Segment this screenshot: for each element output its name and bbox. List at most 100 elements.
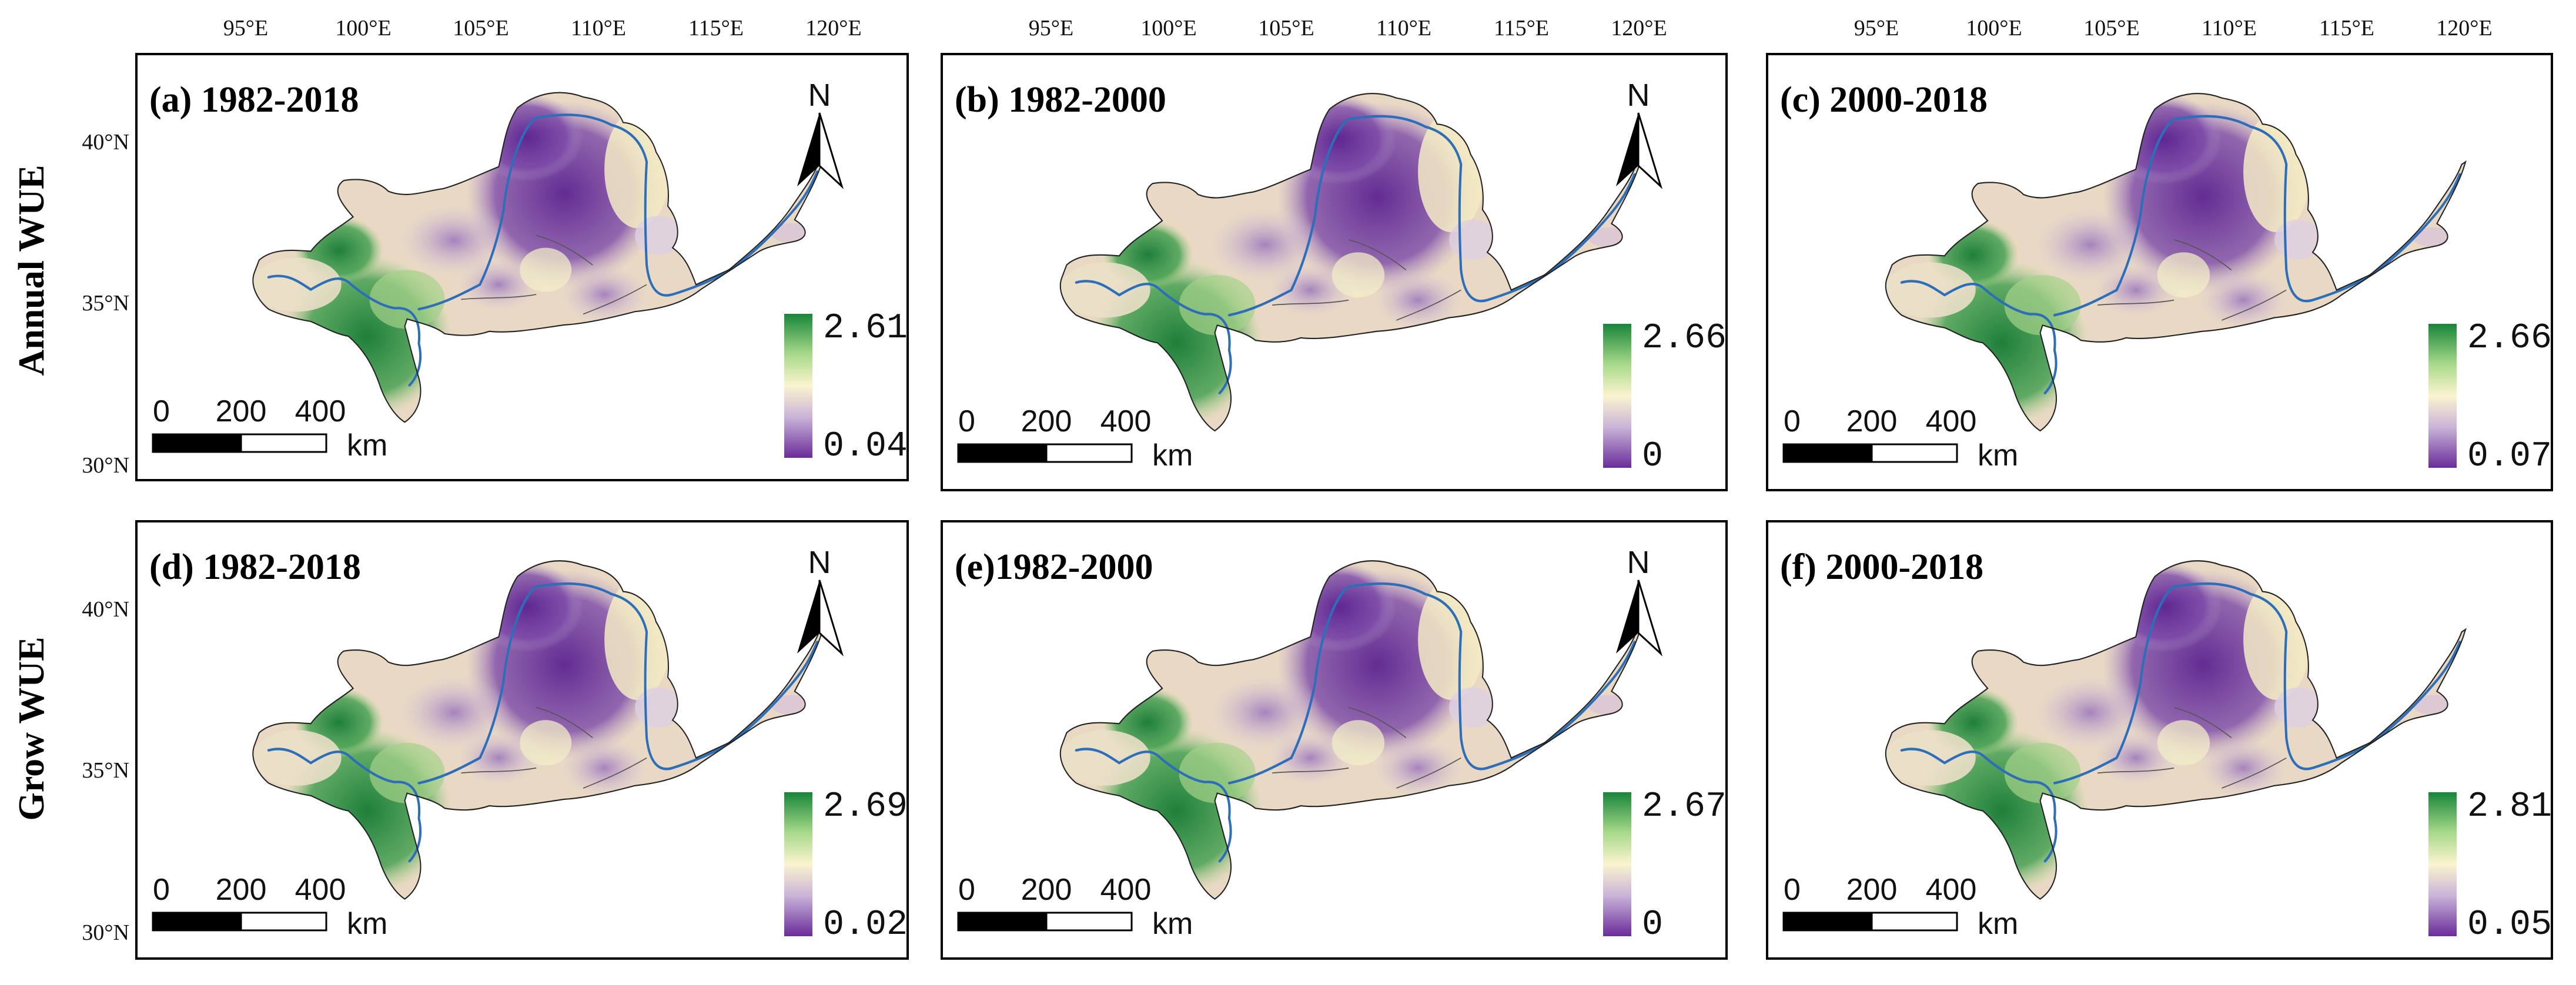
longitude-tick-label: 105°E xyxy=(1258,16,1314,41)
scale-bar-label: 400 xyxy=(295,873,346,907)
legend-min-value: 0.02 xyxy=(823,905,908,945)
legend-max-value: 2.66 xyxy=(2467,319,2552,359)
longitude-tick-label: 110°E xyxy=(2202,16,2257,41)
longitude-tick-label: 100°E xyxy=(335,16,391,41)
longitude-tick-label: 120°E xyxy=(1611,16,1667,41)
panel-title: (c) 2000-2018 xyxy=(1780,80,1988,120)
legend-max-value: 2.66 xyxy=(1642,319,1727,359)
panel-title: (b) 1982-2000 xyxy=(955,80,1166,120)
longitude-tick-label: 105°E xyxy=(453,16,508,41)
color-legend: 2.61 0.04 xyxy=(784,309,908,467)
scale-bar-label: 200 xyxy=(216,873,267,907)
legend-max-value: 2.81 xyxy=(2467,787,2552,827)
map-panel: 95°E 100°E 105°E 110°E 115°E 120°E (b) 1982-20… xyxy=(941,16,1728,491)
panel-grid: 95°E 100°E 105°E 110°E 115°E 120°E 40°N 35°N 30°… xyxy=(82,16,2553,960)
north-arrow-icon: N xyxy=(797,545,844,656)
color-legend: 2.66 0.07 xyxy=(2428,319,2552,477)
scale-bar-label: 400 xyxy=(295,394,346,428)
scale-bar-label: 200 xyxy=(1021,404,1072,438)
legend-color-bar xyxy=(2428,792,2457,936)
color-legend: 2.69 0.02 xyxy=(784,787,908,945)
color-legend: 2.66 0 xyxy=(1603,319,1727,477)
latitude-tick-label: 30°N xyxy=(82,453,129,478)
longitude-tick-label: 115°E xyxy=(1494,16,1549,41)
legend-max-value: 2.67 xyxy=(1642,787,1727,827)
longitude-tick-label: 120°E xyxy=(805,16,861,41)
scale-bar-label: 0 xyxy=(958,873,975,907)
legend-color-bar xyxy=(1603,324,1631,468)
longitude-tick-label: 95°E xyxy=(223,16,268,41)
panel-title: (d) 1982-2018 xyxy=(149,547,361,587)
latitude-tick-label: 40°N xyxy=(82,130,129,155)
legend-color-bar xyxy=(1603,792,1631,936)
legend-max-value: 2.69 xyxy=(823,787,908,827)
panel-title: (e)1982-2000 xyxy=(955,547,1153,587)
legend-min-value: 0 xyxy=(1642,437,1663,477)
longitude-tick-label: 95°E xyxy=(1854,16,1899,41)
north-label: N xyxy=(808,545,831,580)
scale-bar-label: 0 xyxy=(1784,873,1801,907)
north-label: N xyxy=(1627,78,1650,113)
color-legend: 2.67 0 xyxy=(1603,787,1727,945)
legend-min-value: 0 xyxy=(1642,905,1663,945)
legend-min-value: 0.05 xyxy=(2467,905,2552,945)
scale-bar-label: 400 xyxy=(1926,873,1977,907)
north-arrow-icon: N xyxy=(797,78,844,189)
north-arrow-icon: N xyxy=(1616,545,1663,656)
scale-bar-label: 200 xyxy=(216,394,267,428)
longitude-tick-label: 100°E xyxy=(1966,16,2022,41)
legend-min-value: 0.04 xyxy=(823,427,908,467)
scale-bar-label: 400 xyxy=(1100,404,1152,438)
north-arrow-icon: N xyxy=(1616,78,1663,189)
scale-bar-label: 0 xyxy=(1784,404,1801,438)
row-label-grow: Grow WUE xyxy=(12,637,52,821)
map-panel: 95°E 100°E 105°E 110°E 115°E 120°E 40°N 35°N 30°… xyxy=(82,16,909,481)
longitude-tick-label: 105°E xyxy=(2083,16,2139,41)
scale-bar-unit: km xyxy=(347,428,387,463)
scale-bar-label: 200 xyxy=(1846,873,1898,907)
latitude-tick-label: 30°N xyxy=(82,920,129,945)
row-label-annual: Annual WUE xyxy=(12,165,52,376)
scale-bar-label: 400 xyxy=(1926,404,1977,438)
scale-bar-label: 200 xyxy=(1021,873,1072,907)
legend-color-bar xyxy=(784,314,812,458)
longitude-tick-label: 120°E xyxy=(2436,16,2492,41)
longitude-tick-label: 115°E xyxy=(2319,16,2374,41)
scale-bar-label: 200 xyxy=(1846,404,1898,438)
scale-bar-unit: km xyxy=(1152,907,1193,941)
scale-bar-unit: km xyxy=(1978,438,2018,473)
scale-bar-label: 0 xyxy=(153,873,170,907)
scale-bar-unit: km xyxy=(1152,438,1193,473)
longitude-tick-label: 100°E xyxy=(1140,16,1196,41)
color-legend: 2.81 0.05 xyxy=(2428,787,2552,945)
latitude-tick-label: 35°N xyxy=(82,758,129,783)
scale-bar-label: 0 xyxy=(153,394,170,428)
panel-title: (f) 2000-2018 xyxy=(1780,547,1983,587)
legend-min-value: 0.07 xyxy=(2467,437,2552,477)
scale-bar-unit: km xyxy=(347,907,387,941)
longitude-tick-label: 115°E xyxy=(688,16,744,41)
longitude-tick-label: 95°E xyxy=(1029,16,1073,41)
map-panel: 95°E 100°E 105°E 110°E 115°E 120°E (c) 2000-20… xyxy=(1766,16,2553,491)
north-label: N xyxy=(1627,545,1650,580)
latitude-tick-label: 40°N xyxy=(82,597,129,622)
scale-bar-unit: km xyxy=(1978,907,2018,941)
legend-max-value: 2.61 xyxy=(823,309,908,349)
scale-bar-label: 0 xyxy=(958,404,975,438)
legend-color-bar xyxy=(2428,324,2457,468)
scale-bar-label: 400 xyxy=(1100,873,1152,907)
map-panel: 40°N 35°N 30°N (d) 1982-2018 N 2.69 0.02 0 200 40… xyxy=(82,520,909,960)
north-label: N xyxy=(808,78,831,113)
panel-title: (a) 1982-2018 xyxy=(149,80,359,120)
legend-color-bar xyxy=(784,792,812,936)
longitude-tick-label: 110°E xyxy=(1376,16,1431,41)
